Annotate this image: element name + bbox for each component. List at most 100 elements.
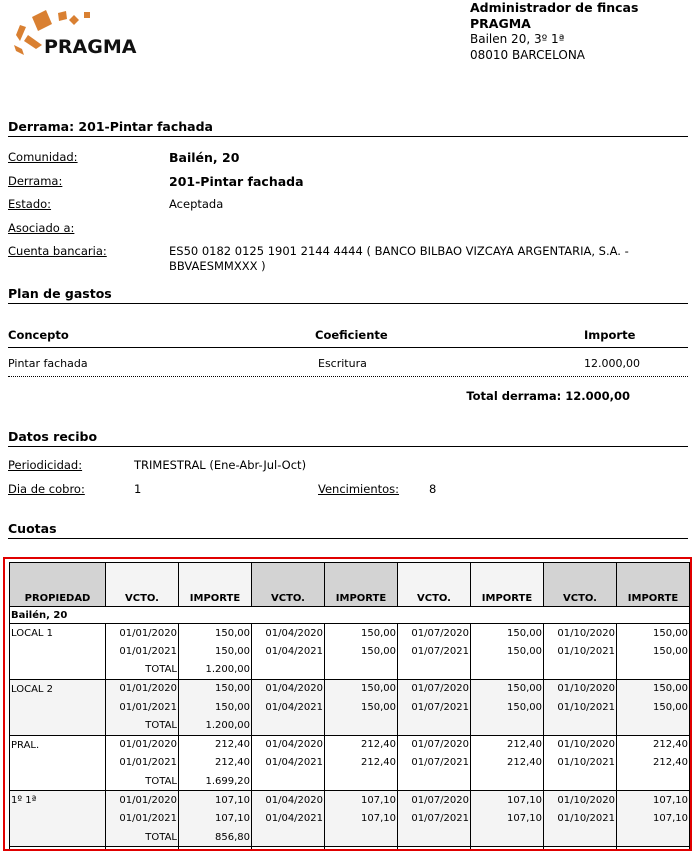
total-label: TOTAL [105,828,179,847]
propiedad-name: LOCAL 1 [9,623,106,680]
field-value: Aceptada [169,197,224,211]
vcto-cell: 01/04/2021 [251,753,325,773]
vcto-cell: 01/01/2020 [105,623,179,643]
vcto-cell: 01/04/2021 [251,697,325,717]
field-value: Bailén, 20 [169,150,240,165]
plan-coeficiente: Escritura [318,357,367,370]
periodicidad-label: Periodicidad: [8,458,83,472]
column-header: VCTO. [105,562,179,607]
importe-cell: 150,00 [470,623,544,643]
propiedad-name: LOCAL 2 [9,678,106,736]
field-label: Cuenta bancaria: [8,244,107,258]
importe-cell: 212,40 [324,753,398,773]
importe-cell: 150,00 [324,642,398,661]
column-header: IMPORTE [178,562,252,607]
vcto-cell: 01/01/2021 [105,809,179,829]
total-label: TOTAL [105,660,179,680]
vcto-cell: 01/07/2021 [397,697,471,717]
total-label: TOTAL [105,716,179,736]
importe-cell: 212,40 [178,753,252,773]
importe-cell: 212,40 [178,734,252,754]
vcto-cell: 01/04/2020 [251,623,325,643]
vcto-cell: 01/10/2021 [543,753,617,773]
total-value: 1.200,00 [178,660,252,680]
field-value-cont: BBVAESMMXXX ) [169,259,266,273]
plan-importe: 12.000,00 [584,357,640,370]
total-row: TOTAL 1.200,00 [9,660,690,680]
svg-text:PRAGMA: PRAGMA [44,36,137,57]
vcto-cell: 01/07/2020 [397,678,471,698]
column-header: VCTO. [397,562,471,607]
importe-cell: 107,10 [616,809,690,829]
comunidad-row: Bailén, 20 [9,606,690,624]
plan-concepto: Pintar fachada [8,357,88,370]
total-row: TOTAL 856,80 [9,828,690,847]
importe-cell: 107,10 [178,790,252,810]
vcto-cell: 01/01/2020 [105,790,179,810]
importe-cell: 150,00 [178,697,252,717]
periodicidad-value: TRIMESTRAL (Ene-Abr-Jul-Oct) [134,458,307,472]
recibo-title: Datos recibo [8,429,688,447]
vcto-cell: 01/10/2020 [543,623,617,643]
cuotas-table-container: PROPIEDAD VCTO. IMPORTE VCTO. IMPORTE VCTO. IM… [3,557,692,851]
vcto-cell: 01/01/2021 [105,697,179,717]
total-derrama: Total derrama: 12.000,00 [466,389,630,403]
col-coeficiente: Coeficiente [315,328,388,342]
importe-cell: 150,00 [470,678,544,698]
total-row: TOTAL 1.699,20 [9,772,690,791]
importe-cell: 150,00 [324,697,398,717]
dia-cobro-value: 1 [134,482,142,496]
table-row: 01/01/2021 150,00 01/04/2021 150,00 01/07/20… [9,697,690,717]
vcto-cell: 01/04/2020 [251,734,325,754]
importe-cell: 150,00 [616,623,690,643]
vcto-cell: 01/07/2020 [397,734,471,754]
vencimientos-label: Vencimientos: [318,482,400,496]
vcto-cell: 01/10/2021 [543,809,617,829]
company-address: Bailen 20, 3º 1ª [470,32,565,46]
importe-cell: 107,10 [324,809,398,829]
cuotas-table: PROPIEDAD VCTO. IMPORTE VCTO. IMPORTE VCTO. IM… [9,562,690,849]
vcto-cell: 01/10/2021 [543,697,617,717]
field-label: Asociado a: [8,221,75,235]
col-importe: Importe [584,328,636,342]
vcto-cell: 01/10/2020 [543,790,617,810]
importe-cell: 212,40 [616,753,690,773]
importe-cell: 150,00 [470,642,544,661]
vcto-cell: 01/07/2021 [397,809,471,829]
importe-cell: 150,00 [178,678,252,698]
table-row: LOCAL 2 01/01/2020 150,00 01/04/2020 150,00 0… [9,678,690,736]
vcto-cell: 01/10/2021 [543,642,617,661]
total-label: TOTAL [105,772,179,791]
total-row: TOTAL 1.200,00 [9,716,690,736]
field-value: 201-Pintar fachada [169,174,304,189]
importe-cell: 150,00 [178,642,252,661]
column-header: IMPORTE [324,562,398,607]
table-row: 01/01/2021 150,00 01/04/2021 150,00 01/07/20… [9,642,690,661]
importe-cell: 107,10 [324,790,398,810]
vencimientos-value: 8 [429,482,437,496]
field-label: Estado: [8,197,52,211]
importe-cell: 150,00 [470,697,544,717]
total-value: 1.200,00 [178,716,252,736]
column-header: IMPORTE [616,562,690,607]
propiedad-name: 1º 1ª [9,790,106,847]
propiedad-name: PRAL. [9,734,106,791]
company-name: Administrador de fincas [470,0,639,15]
field-value: ES50 0182 0125 1901 2144 4444 ( BANCO BI… [169,244,629,258]
vcto-cell: 01/01/2021 [105,642,179,661]
importe-cell: 107,10 [470,790,544,810]
logo: PRAGMA [12,5,162,58]
vcto-cell: 01/07/2020 [397,623,471,643]
dia-cobro-label: Dia de cobro: [8,482,85,496]
column-header: IMPORTE [470,562,544,607]
vcto-cell: 01/01/2020 [105,734,179,754]
vcto-cell: 01/01/2020 [105,678,179,698]
vcto-cell: 01/01/2021 [105,753,179,773]
vcto-cell: 01/07/2021 [397,642,471,661]
importe-cell: 150,00 [616,697,690,717]
importe-cell: 150,00 [616,642,690,661]
column-header: PROPIEDAD [9,562,106,607]
total-value: 1.699,20 [178,772,252,791]
field-label: Derrama: [8,174,63,188]
vcto-cell: 01/07/2021 [397,753,471,773]
